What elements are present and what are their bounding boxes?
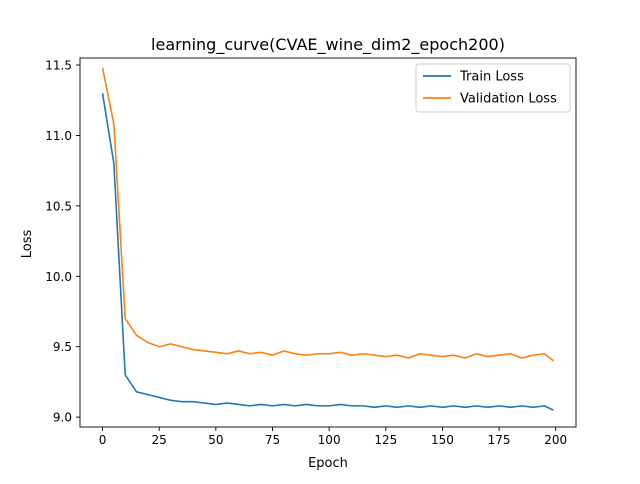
x-tick-label: 175: [488, 433, 511, 447]
y-tick-label: 11.5: [45, 59, 72, 73]
y-axis-label: Loss: [20, 230, 35, 259]
x-tick-label: 50: [208, 433, 223, 447]
x-tick-label: 200: [544, 433, 567, 447]
x-tick-label: 100: [318, 433, 341, 447]
x-tick-label: 25: [152, 433, 167, 447]
x-tick-label: 125: [374, 433, 397, 447]
legend-label: Validation Loss: [460, 92, 557, 107]
legend: Train Loss Validation Loss: [415, 63, 571, 113]
y-tick-label: 11.0: [45, 129, 72, 143]
x-tick-label: 150: [431, 433, 454, 447]
legend-label: Train Loss: [459, 70, 524, 85]
y-tick-label: 10.5: [45, 199, 72, 213]
axes-frame: [79, 57, 577, 428]
y-tick-label: 9.0: [53, 411, 72, 425]
series-line-validation-loss: [101, 67, 554, 362]
legend-box: [415, 63, 571, 113]
x-tick-label: 75: [265, 433, 280, 447]
y-tick-label: 10.0: [45, 270, 72, 284]
x-axis-label: Epoch: [308, 456, 348, 471]
chart-title: learning_curve(CVAE_wine_dim2_epoch200): [151, 35, 505, 55]
x-tick-label: 0: [99, 433, 107, 447]
y-tick-label: 9.5: [53, 340, 72, 354]
plot-area: [101, 67, 554, 411]
series-line-train-loss: [101, 93, 554, 411]
axes: 0 25 50 75 100 125 150 175 200 9.0 9.5 10.0 10.5 11.0…: [45, 57, 577, 447]
